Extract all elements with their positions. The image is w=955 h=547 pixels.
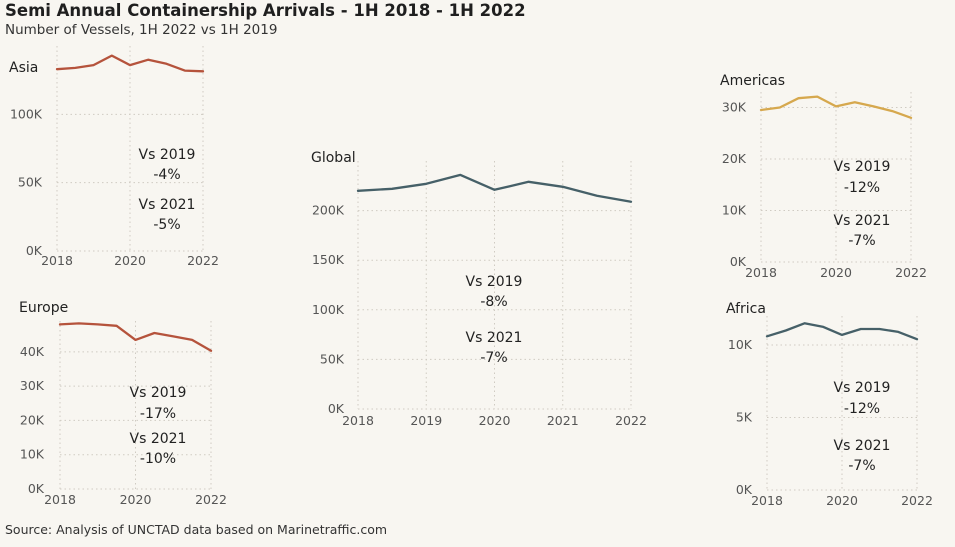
global-note: -7% — [480, 350, 507, 366]
americas-ytick-label: 0K — [730, 254, 747, 269]
asia-note: Vs 2021 — [139, 197, 196, 213]
americas-series-line — [759, 95, 913, 119]
source-note: Source: Analysis of UNCTAD data based on… — [5, 522, 388, 537]
africa-xtick-label: 2020 — [826, 493, 858, 508]
global-ytick-label: 200K — [312, 203, 345, 218]
europe-ytick-label: 40K — [20, 344, 45, 359]
global-note: Vs 2019 — [466, 274, 523, 290]
asia-note: -4% — [153, 167, 180, 183]
global-xtick-label: 2021 — [547, 413, 579, 428]
asia-ytick-label: 100K — [10, 106, 43, 121]
asia-note: Vs 2019 — [139, 147, 196, 163]
europe-note: -10% — [140, 451, 176, 467]
asia-xtick-label: 2020 — [114, 253, 146, 268]
europe-ytick-label: 10K — [20, 447, 45, 462]
europe-note: Vs 2021 — [130, 431, 187, 447]
global-ytick-label: 150K — [312, 252, 345, 267]
chart-subtitle: Number of Vessels, 1H 2022 vs 1H 2019 — [5, 22, 278, 38]
chart-title: Semi Annual Containership Arrivals - 1H … — [5, 1, 526, 20]
global-note: Vs 2021 — [466, 330, 523, 346]
asia-xtick-label: 2018 — [41, 253, 73, 268]
global-series-line — [356, 173, 633, 203]
americas-xtick-label: 2022 — [895, 265, 927, 280]
americas-panel-title: Americas — [720, 73, 785, 89]
europe-ytick-label: 0K — [28, 481, 45, 496]
global-panel-title: Global — [311, 150, 356, 166]
europe-note: Vs 2019 — [130, 385, 187, 401]
americas-note: Vs 2021 — [834, 213, 891, 229]
americas-note: Vs 2019 — [834, 159, 891, 175]
africa-ytick-label: 10K — [728, 337, 753, 352]
europe-series-line — [58, 322, 213, 352]
global-xtick-label: 2020 — [479, 413, 511, 428]
europe-ytick-label: 30K — [20, 378, 45, 393]
global-ytick-label: 100K — [312, 302, 345, 317]
global-ytick-label: 0K — [328, 401, 345, 416]
africa-note: -12% — [844, 401, 880, 417]
africa-series-line — [765, 322, 919, 341]
europe-xtick-label: 2018 — [44, 492, 76, 507]
europe-xtick-label: 2022 — [195, 492, 227, 507]
americas-xtick-label: 2018 — [745, 265, 777, 280]
americas-note: -12% — [844, 180, 880, 196]
europe-xtick-label: 2020 — [120, 492, 152, 507]
global-xtick-label: 2019 — [410, 413, 442, 428]
americas-ytick-label: 20K — [722, 151, 747, 166]
africa-xtick-label: 2022 — [901, 493, 933, 508]
americas-xtick-label: 2020 — [820, 265, 852, 280]
asia-ytick-label: 50K — [18, 175, 43, 190]
africa-panel-title: Africa — [726, 301, 766, 317]
europe-panel-title: Europe — [19, 300, 68, 316]
asia-ytick-label: 0K — [26, 243, 43, 258]
global-xtick-label: 2018 — [342, 413, 374, 428]
asia-panel-title: Asia — [9, 60, 38, 76]
global-ytick-label: 50K — [320, 351, 345, 366]
americas-ytick-label: 30K — [722, 99, 747, 114]
africa-xtick-label: 2018 — [751, 493, 783, 508]
asia-note: -5% — [153, 217, 180, 233]
africa-note: -7% — [848, 458, 875, 474]
africa-note: Vs 2021 — [834, 438, 891, 454]
europe-note: -17% — [140, 406, 176, 422]
global-note: -8% — [480, 294, 507, 310]
europe-ytick-label: 20K — [20, 412, 45, 427]
africa-ytick-label: 5K — [736, 410, 753, 425]
asia-xtick-label: 2022 — [187, 253, 219, 268]
africa-note: Vs 2019 — [834, 380, 891, 396]
asia-series-line — [55, 54, 205, 73]
africa-ytick-label: 0K — [736, 482, 753, 497]
americas-note: -7% — [848, 233, 875, 249]
americas-ytick-label: 10K — [722, 202, 747, 217]
global-xtick-label: 2022 — [615, 413, 647, 428]
